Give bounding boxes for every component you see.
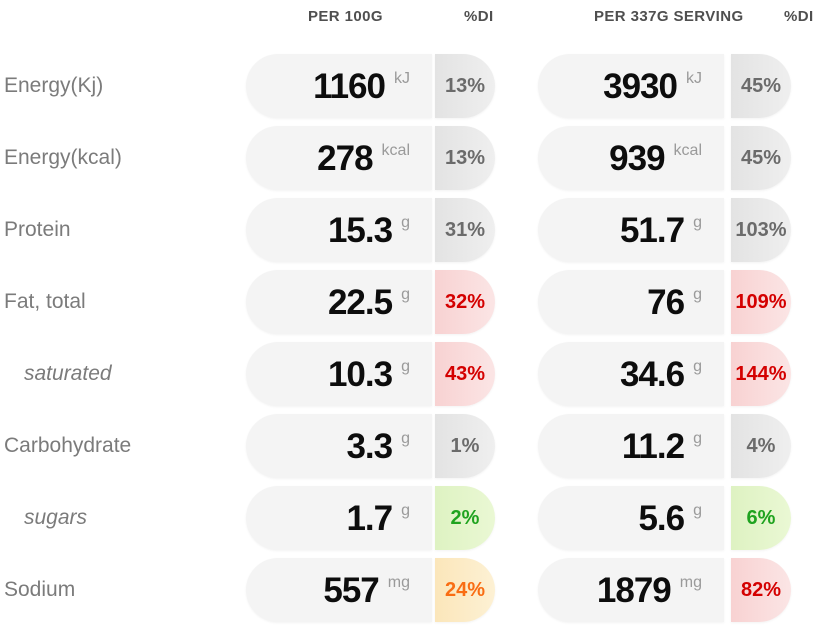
value-number-per-100g: 1.7 [346,498,393,538]
di-pill-per-serving: 109% [731,270,791,334]
value-pill-per-serving: 939 kcal [538,126,724,190]
value-number-per-100g: 15.3 [327,210,393,250]
nutrient-label: Fat, total [4,290,86,313]
di-pill-per-100g: 31% [435,198,495,262]
nutrition-row: Fat, total 22.5 g 32% 76 g 109% [0,266,818,338]
column-header-di-per-100g: %DI [464,8,494,25]
column-header-di-per-serving: %DI [784,8,814,25]
value-unit-per-serving: g [693,358,702,375]
value-pill-per-100g: 1.7 g [246,486,432,550]
value-pill-per-100g: 10.3 g [246,342,432,406]
value-unit-per-100g: kcal [381,142,410,159]
value-pill-per-serving: 11.2 g [538,414,724,478]
value-pill-per-100g: 15.3 g [246,198,432,262]
nutrition-row: Energy(kcal) 278 kcal 13% 939 kcal 45% [0,122,818,194]
nutrition-row: Energy(Kj) 1160 kJ 13% 3930 kJ 45% [0,50,818,122]
value-number-per-serving: 5.6 [638,498,685,538]
nutrition-row: Sodium 557 mg 24% 1879 mg 82% [0,554,818,626]
nutrient-label: Carbohydrate [4,434,132,457]
di-pill-per-100g: 32% [435,270,495,334]
value-unit-per-serving: kcal [673,142,702,159]
value-number-per-100g: 22.5 [327,282,393,322]
value-number-per-100g: 10.3 [327,354,393,394]
di-pill-per-100g: 43% [435,342,495,406]
value-number-per-serving: 11.2 [621,426,685,466]
value-pill-per-serving: 3930 kJ [538,54,724,118]
nutrient-label: Sodium [4,578,76,601]
value-unit-per-serving: g [693,502,702,519]
value-pill-per-100g: 3.3 g [246,414,432,478]
value-unit-per-100g: g [401,286,410,303]
value-pill-per-100g: 557 mg [246,558,432,622]
value-unit-per-100g: g [401,214,410,231]
value-pill-per-serving: 51.7 g [538,198,724,262]
nutrient-label: Protein [4,218,71,241]
value-number-per-serving: 939 [609,138,665,178]
value-unit-per-100g: g [401,358,410,375]
nutrient-label: sugars [24,506,88,529]
value-number-per-serving: 3930 [603,66,678,106]
value-number-per-100g: 557 [323,570,379,610]
di-pill-per-serving: 6% [731,486,791,550]
value-unit-per-serving: g [693,214,702,231]
di-pill-per-100g: 13% [435,54,495,118]
value-unit-per-serving: g [693,286,702,303]
nutrition-row: Protein 15.3 g 31% 51.7 g 103% [0,194,818,266]
value-pill-per-serving: 34.6 g [538,342,724,406]
di-pill-per-serving: 144% [731,342,791,406]
value-number-per-100g: 1160 [313,66,386,106]
value-unit-per-serving: kJ [686,70,702,87]
value-unit-per-serving: mg [679,574,702,591]
value-unit-per-100g: g [401,430,410,447]
di-pill-per-serving: 4% [731,414,791,478]
value-number-per-100g: 278 [317,138,373,178]
nutrient-label: Energy(kcal) [4,146,122,169]
value-pill-per-serving: 5.6 g [538,486,724,550]
value-number-per-serving: 1879 [596,570,672,610]
di-pill-per-serving: 45% [731,126,791,190]
value-pill-per-serving: 76 g [538,270,724,334]
value-pill-per-100g: 1160 kJ [246,54,432,118]
value-unit-per-100g: kJ [394,70,410,87]
nutrition-row: sugars 1.7 g 2% 5.6 g 6% [0,482,818,554]
di-pill-per-100g: 1% [435,414,495,478]
value-unit-per-serving: g [693,430,702,447]
nutrient-label: saturated [24,362,112,385]
di-pill-per-serving: 103% [731,198,791,262]
di-pill-per-100g: 24% [435,558,495,622]
value-number-per-serving: 34.6 [619,354,685,394]
column-header-per-serving: PER 337G SERVING [594,8,744,25]
nutrient-label: Energy(Kj) [4,74,104,97]
nutrition-row: Carbohydrate 3.3 g 1% 11.2 g 4% [0,410,818,482]
value-pill-per-100g: 278 kcal [246,126,432,190]
value-pill-per-100g: 22.5 g [246,270,432,334]
nutrition-rows: Energy(Kj) 1160 kJ 13% 3930 kJ 45% Energ… [0,50,818,626]
value-pill-per-serving: 1879 mg [538,558,724,622]
value-number-per-serving: 51.7 [619,210,685,250]
value-unit-per-100g: mg [387,574,410,591]
di-pill-per-serving: 45% [731,54,791,118]
column-header-per-100g: PER 100G [308,8,383,25]
value-number-per-100g: 3.3 [346,426,393,466]
di-pill-per-serving: 82% [731,558,791,622]
nutrition-row: saturated 10.3 g 43% 34.6 g 144% [0,338,818,410]
di-pill-per-100g: 2% [435,486,495,550]
value-number-per-serving: 76 [647,282,685,322]
di-pill-per-100g: 13% [435,126,495,190]
value-unit-per-100g: g [401,502,410,519]
